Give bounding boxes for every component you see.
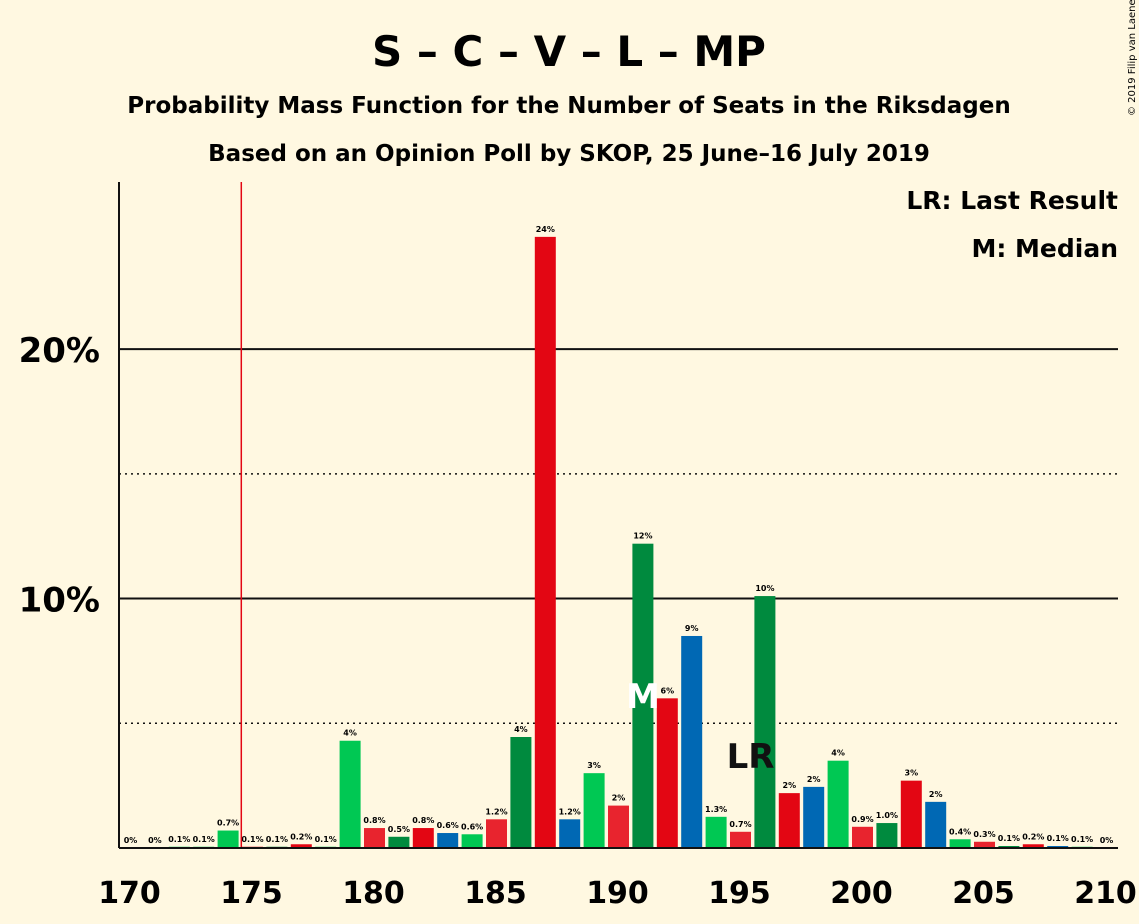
data-label: 3% (905, 769, 919, 778)
markers: M LR (240, 182, 775, 848)
bar (364, 828, 385, 848)
y-tick-label: 20% (19, 331, 100, 371)
data-label: 0.1% (193, 835, 215, 844)
bar (632, 543, 654, 848)
legend-median: M: Median (971, 234, 1118, 263)
data-label: 0.2% (290, 832, 312, 841)
x-tick-label: 180 (342, 876, 405, 911)
data-label: 0.4% (949, 827, 971, 836)
bar (461, 834, 483, 848)
data-label: 0.8% (363, 816, 385, 825)
bar (681, 635, 703, 848)
x-tick-label: 205 (952, 876, 1015, 911)
x-tick-label: 185 (464, 876, 527, 911)
data-label: 2% (612, 794, 626, 803)
data-label: 4% (514, 725, 528, 734)
data-label: 2% (807, 775, 821, 784)
data-label: 1.2% (559, 807, 581, 816)
bar (876, 823, 898, 848)
bar (778, 793, 800, 848)
bar (852, 826, 873, 848)
bar (974, 841, 995, 848)
data-label: 10% (755, 584, 774, 593)
data-label: 9% (685, 624, 699, 633)
data-label: 0% (148, 836, 162, 845)
bars: 0% 0% 0.1% 0.1%0.7%0.1% 0.1% 0.2% 0.1%4%0.8%0.… (124, 225, 1114, 848)
x-tick-label: 170 (98, 876, 161, 911)
y-tick-label: 10% (19, 581, 100, 621)
bar (803, 786, 825, 848)
data-label: 0.1% (315, 835, 337, 844)
data-label: 1.2% (485, 807, 507, 816)
bar (412, 828, 434, 848)
copyright-note: © 2019 Filip van Laenen (1127, 0, 1138, 116)
bar (754, 596, 776, 848)
legend-last-result: LR: Last Result (906, 186, 1118, 215)
data-label: 0.7% (217, 819, 239, 828)
chart-subtitle: Probability Mass Function for the Number… (127, 93, 1010, 119)
bar (925, 801, 947, 848)
data-label: 0.1% (266, 835, 288, 844)
median-marker: M (626, 677, 660, 717)
chart-subtitle-poll: Based on an Opinion Poll by SKOP, 25 Jun… (208, 141, 930, 167)
data-label: 4% (343, 729, 357, 738)
bar (437, 833, 459, 848)
chart-title: S – C – V – L – MP (372, 27, 766, 76)
data-label: 3% (587, 761, 601, 770)
data-label: 0.2% (1022, 832, 1044, 841)
data-label: 4% (831, 749, 845, 758)
data-label: 6% (661, 686, 675, 695)
data-label: 0.1% (998, 834, 1020, 843)
bar (510, 737, 532, 848)
bar (705, 816, 727, 848)
bar (486, 819, 507, 848)
data-label: 0.6% (461, 822, 483, 831)
bar (217, 830, 239, 848)
data-label: 0.8% (412, 816, 434, 825)
data-label: 2% (783, 781, 797, 790)
gridlines: 10% 20% (19, 331, 1118, 725)
bar (339, 740, 361, 848)
data-label: 0.1% (241, 835, 263, 844)
x-tick-label: 210 (1074, 876, 1137, 911)
bar (388, 836, 410, 848)
data-label: 12% (633, 532, 652, 541)
data-label: 0.9% (851, 815, 873, 824)
data-label: 24% (536, 225, 555, 234)
bar (1022, 844, 1044, 848)
x-tick-label: 195 (708, 876, 771, 911)
data-label: 2% (929, 790, 943, 799)
bar (730, 831, 751, 848)
data-label: 0.1% (168, 835, 190, 844)
data-label: 0.3% (973, 830, 995, 839)
x-tick-label: 190 (586, 876, 649, 911)
data-label: 0.1% (1047, 834, 1069, 843)
bar (559, 819, 581, 848)
data-label: 0.1% (1071, 835, 1093, 844)
bar (290, 844, 312, 848)
data-label: 0.5% (388, 825, 410, 834)
x-tick-label: 175 (220, 876, 283, 911)
bar (534, 236, 556, 848)
bar (827, 760, 849, 848)
data-label: 0% (1100, 836, 1114, 845)
data-label: 0.7% (729, 820, 751, 829)
bar (949, 839, 971, 848)
bar (656, 698, 678, 848)
bar (583, 773, 605, 848)
last-result-marker: LR (727, 737, 775, 777)
bar (900, 780, 922, 848)
data-label: 0% (124, 836, 138, 845)
data-label: 1.3% (705, 805, 727, 814)
axes: 170 175 180 185 190 195 200 205 210 (98, 182, 1137, 911)
x-tick-label: 200 (830, 876, 893, 911)
data-label: 1.0% (876, 811, 898, 820)
data-label: 0.6% (437, 821, 459, 830)
bar (608, 805, 629, 848)
